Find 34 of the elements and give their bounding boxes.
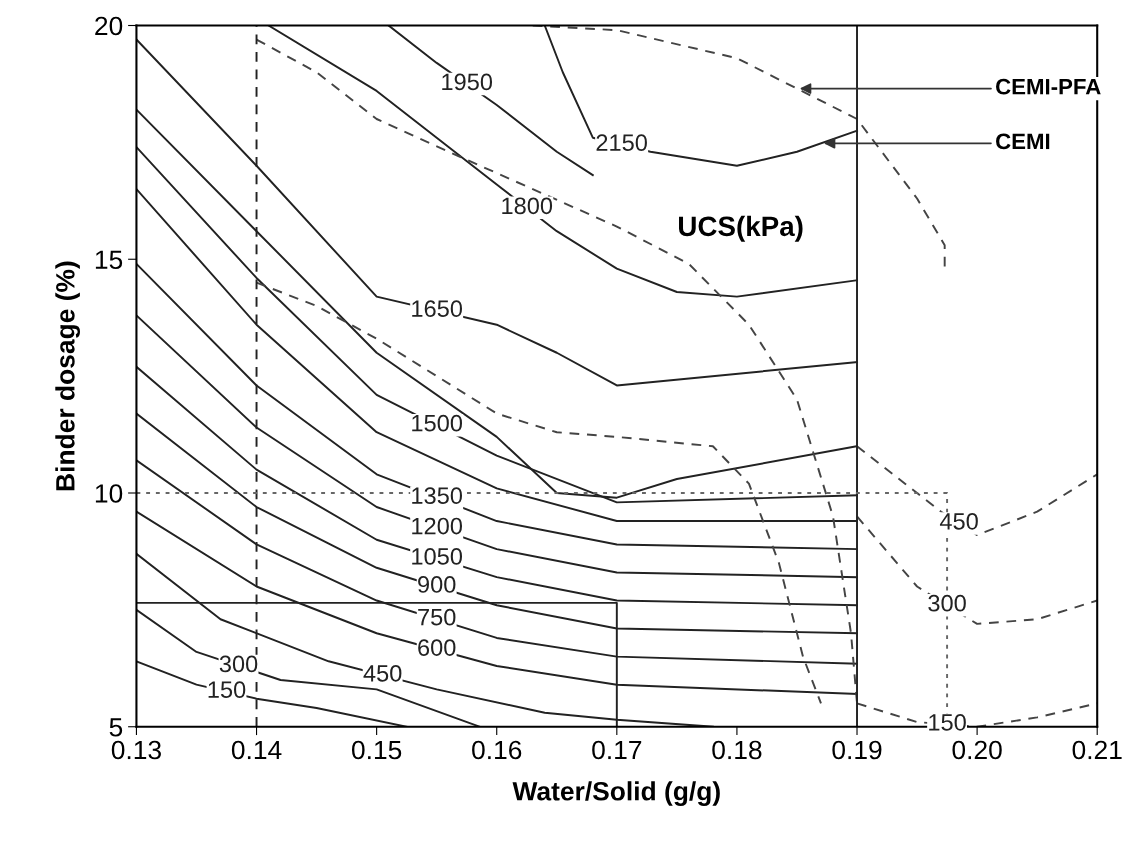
series-label: 1350 (412, 487, 463, 505)
series-label: 450 (363, 664, 402, 682)
series-label: 1500 (412, 414, 463, 432)
x-tick-label: 0.15 (351, 740, 402, 760)
y-tick-label: 20 (95, 16, 123, 36)
annotation: CEMI (996, 133, 1050, 150)
series-label: 1800 (502, 197, 553, 215)
series-label: 300 (219, 655, 258, 673)
annotation: CEMI-PFA (996, 78, 1101, 95)
series-label: 1050 (412, 548, 463, 565)
series-label: 1950 (442, 73, 493, 91)
series-label: 750 (418, 608, 456, 626)
x-tick-label: 0.14 (231, 740, 282, 760)
series-label: 300 (928, 594, 966, 612)
x-tick-label: 0.20 (952, 740, 1002, 760)
series-label: 600 (418, 639, 456, 656)
x-tick-label: 0.16 (472, 740, 522, 760)
x-tick-label: 0.17 (592, 740, 642, 760)
y-axis-title: Binder dosage (%) (55, 261, 81, 491)
y-tick-label: 5 (109, 718, 123, 737)
x-tick-label: 0.21 (1072, 740, 1122, 760)
x-axis-title: Water/Solid (g/g) (512, 781, 720, 806)
series-label: 450 (939, 513, 978, 530)
series-label: 150 (208, 681, 246, 699)
x-tick-label: 0.19 (832, 740, 882, 760)
series-label: 1200 (412, 517, 463, 535)
y-tick-label: 15 (95, 250, 123, 270)
series-label: 2150 (596, 134, 647, 152)
x-tick-label: 0.13 (111, 740, 161, 760)
series-label: 900 (418, 576, 456, 593)
annotation: UCS(kPa) (679, 215, 803, 242)
series-label: 1650 (412, 300, 463, 318)
y-tick-label: 10 (95, 484, 123, 503)
x-tick-label: 0.18 (712, 740, 762, 760)
